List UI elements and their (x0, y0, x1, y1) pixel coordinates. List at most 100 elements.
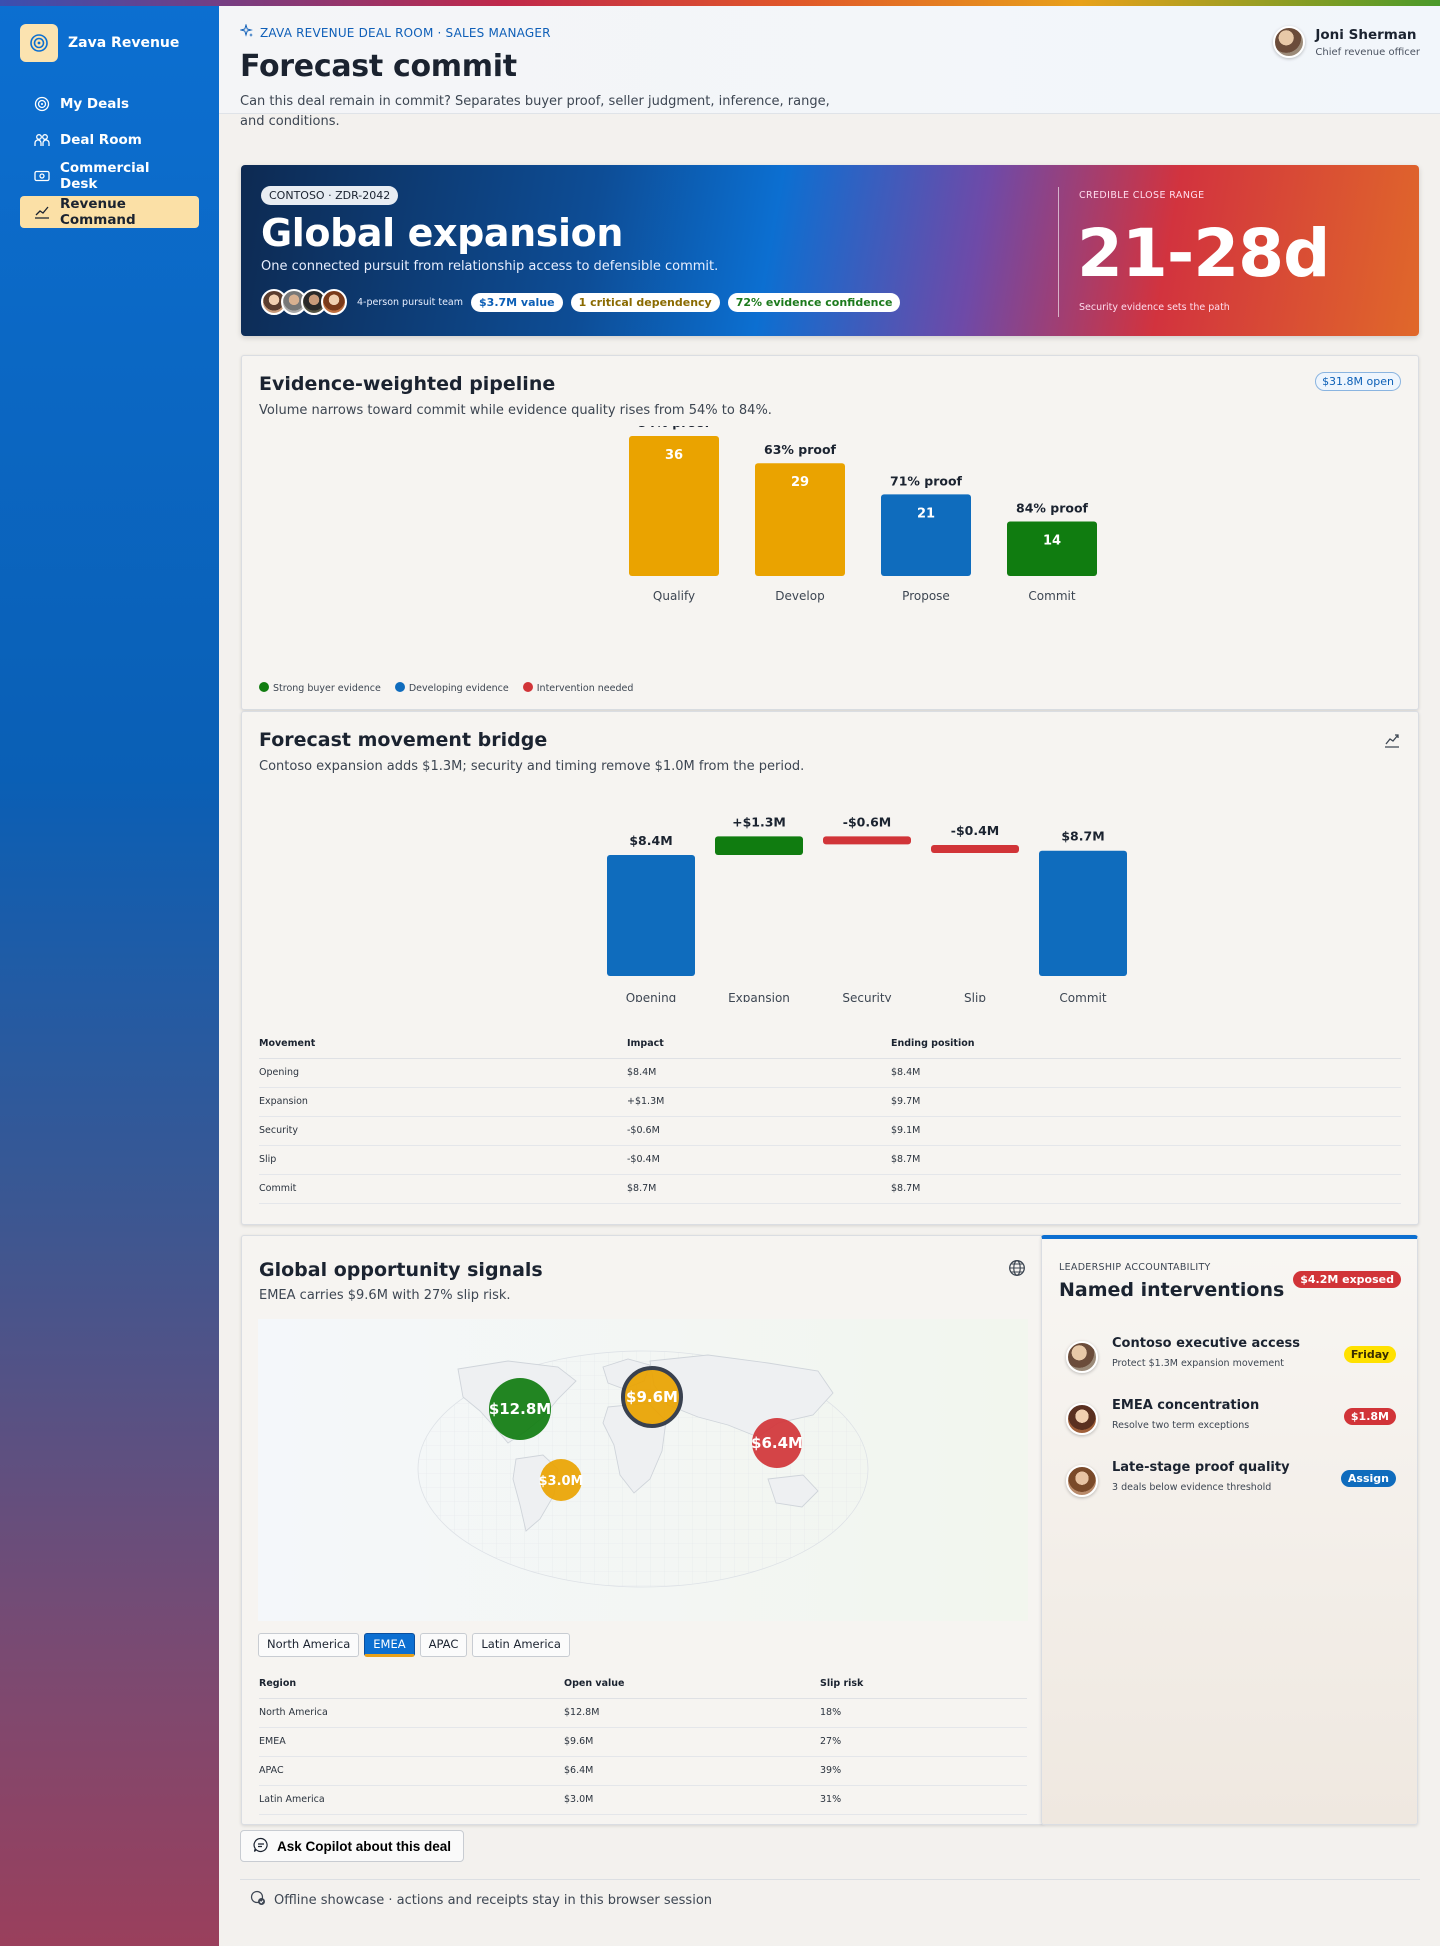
bridge-value-label: $8.4M (629, 833, 672, 848)
globe-icon[interactable] (1008, 1259, 1026, 1281)
table-cell: North America (259, 1698, 564, 1728)
sidebar: Zava Revenue My Deals Deal Room Commerci… (0, 0, 219, 1946)
eyebrow-text: ZAVA REVENUE DEAL ROOM · SALES MANAGER (260, 25, 551, 40)
category-label: Slip (964, 991, 986, 1002)
bridge-bar[interactable] (607, 855, 695, 976)
footer-divider (240, 1879, 1420, 1880)
region-bubble[interactable] (489, 1378, 551, 1440)
intervention-subtitle: Resolve two term exceptions (1112, 1420, 1250, 1431)
legend-item-intervention: Intervention needed (522, 682, 633, 694)
nav-item-revenue-command[interactable]: Revenue Command (20, 196, 199, 228)
pipeline-title: Evidence-weighted pipeline (259, 373, 556, 395)
brand-name: Zava Revenue (68, 35, 180, 51)
table-cell: $6.4M (564, 1756, 820, 1786)
breadcrumb: ZAVA REVENUE DEAL ROOM · SALES MANAGER (239, 23, 1419, 41)
avatar (1066, 1465, 1098, 1497)
nav-item-commercial-desk[interactable]: Commercial Desk (20, 160, 199, 192)
table-cell: $8.7M (891, 1145, 1401, 1175)
target-logo-icon (20, 24, 58, 62)
sparkle-icon (239, 23, 254, 41)
bridge-card: Forecast movement bridge Contoso expansi… (241, 711, 1419, 1225)
table-row: Security -$0.6M $9.1M (259, 1116, 1401, 1146)
bridge-bar[interactable] (823, 836, 911, 845)
table-cell: +$1.3M (627, 1087, 891, 1117)
bridge-bar[interactable] (715, 836, 803, 856)
tab-emea[interactable]: EMEA (364, 1633, 415, 1657)
nav-label: Revenue Command (60, 196, 136, 228)
pipeline-bar[interactable] (1007, 521, 1097, 576)
nav-item-deal-room[interactable]: Deal Room (20, 124, 199, 156)
column-header: Open value (564, 1669, 820, 1699)
table-cell: 31% (820, 1785, 1027, 1815)
target-icon (34, 96, 50, 112)
category-label: Opening (626, 991, 677, 1002)
tab-latin-america[interactable]: Latin America (472, 1633, 570, 1657)
column-header: Slip risk (820, 1669, 1027, 1699)
bridge-value-label: -$0.4M (951, 823, 999, 838)
tab-north-america[interactable]: North America (258, 1633, 360, 1657)
table-cell: Expansion (259, 1087, 627, 1117)
intervention-item[interactable]: Contoso executive access Protect $1.3M e… (1066, 1336, 1396, 1380)
page-header: ZAVA REVENUE DEAL ROOM · SALES MANAGER F… (219, 6, 1440, 129)
table-cell: $3.0M (564, 1785, 820, 1815)
region-bubble[interactable] (540, 1459, 582, 1501)
pipeline-bar[interactable] (755, 463, 845, 576)
deal-hero-banner: CONTOSO · ZDR-2042 Global expansion One … (241, 165, 1419, 336)
user-role: Chief revenue officer (1315, 46, 1420, 58)
chat-icon (253, 1837, 269, 1856)
interventions-eyebrow: LEADERSHIP ACCOUNTABILITY (1059, 1262, 1211, 1273)
team-avatars[interactable] (261, 289, 347, 315)
intervention-badge: $1.8M (1343, 1408, 1396, 1425)
intervention-subtitle: Protect $1.3M expansion movement (1112, 1358, 1284, 1369)
bar-value-label: 14 (1043, 534, 1061, 549)
bridge-bar[interactable] (1039, 850, 1127, 976)
pipeline-legend: Strong buyer evidence Developing evidenc… (259, 682, 633, 694)
shield-check-icon (250, 1890, 266, 1910)
nav-label: My Deals (60, 96, 130, 112)
region-bubble[interactable] (621, 1366, 683, 1428)
table-cell: Opening (259, 1058, 627, 1088)
category-label: Qualify (653, 589, 695, 603)
pipeline-bar[interactable] (629, 436, 719, 576)
user-profile[interactable]: Joni Sherman Chief revenue officer (1273, 26, 1420, 58)
table-cell: -$0.4M (627, 1145, 891, 1175)
top-accent-strip (0, 0, 1440, 6)
avatar (321, 289, 347, 315)
signals-subtitle: EMEA carries $9.6M with 27% slip risk. (259, 1288, 511, 1303)
page-subtitle: Can this deal remain in commit? Separate… (240, 94, 830, 129)
signals-card: Global opportunity signals EMEA carries … (241, 1235, 1044, 1825)
region-table: Region Open value Slip risk North Americ… (259, 1669, 1027, 1815)
category-label: Propose (902, 589, 950, 603)
bridge-value-label: +$1.3M (732, 814, 786, 829)
intervention-item[interactable]: EMEA concentration Resolve two term exce… (1066, 1398, 1396, 1442)
category-label: Expansion (728, 991, 790, 1002)
intervention-title: Late-stage proof quality (1112, 1460, 1290, 1475)
interventions-title: Named interventions (1059, 1279, 1285, 1301)
bridge-bar[interactable] (931, 844, 1019, 853)
table-row: Slip -$0.4M $8.7M (259, 1145, 1401, 1175)
red-dot-icon (522, 682, 533, 692)
tab-apac[interactable]: APAC (419, 1633, 468, 1657)
nav-item-my-deals[interactable]: My Deals (20, 88, 199, 120)
table-cell: $8.4M (627, 1058, 891, 1088)
main-content: ZAVA REVENUE DEAL ROOM · SALES MANAGER F… (219, 6, 1440, 1946)
brand[interactable]: Zava Revenue (20, 24, 199, 62)
intervention-badge: Friday (1343, 1346, 1396, 1363)
column-header: Impact (627, 1029, 891, 1059)
intervention-subtitle: 3 deals below evidence threshold (1112, 1482, 1272, 1493)
table-cell: 27% (820, 1727, 1027, 1757)
page-title: Forecast commit (240, 49, 517, 84)
table-cell: 18% (820, 1698, 1027, 1728)
region-bubble[interactable] (752, 1418, 802, 1468)
category-label: Security (842, 991, 891, 1002)
table-cell: $9.6M (564, 1727, 820, 1757)
bubble-layer: $12.8M $9.6M $6.4M $3.0M (489, 1366, 803, 1501)
pipeline-bar[interactable] (881, 494, 971, 576)
intervention-item[interactable]: Late-stage proof quality 3 deals below e… (1066, 1460, 1396, 1504)
ask-copilot-button[interactable]: Ask Copilot about this deal (240, 1830, 465, 1862)
chart-icon[interactable] (1383, 731, 1401, 753)
intervention-title: EMEA concentration (1112, 1398, 1260, 1413)
close-range-value: 21-28d (1077, 215, 1330, 292)
table-cell: Commit (259, 1174, 627, 1204)
hero-divider (1058, 187, 1059, 317)
